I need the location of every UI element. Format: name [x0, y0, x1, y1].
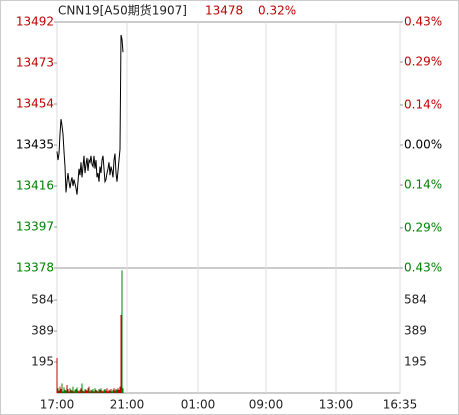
y-tick-label: 584 — [31, 293, 54, 307]
volume-bar — [92, 389, 94, 393]
volume-bar — [79, 389, 81, 393]
y2-tick-label: 0.29% — [404, 220, 442, 234]
volume-bar — [122, 388, 124, 393]
volume-bar — [95, 389, 97, 393]
volume-bar — [59, 386, 61, 393]
y2-tick-label: 0.14% — [404, 178, 442, 192]
x-tick-label: 21:00 — [110, 398, 145, 412]
volume-bar — [88, 386, 90, 393]
volume-bar — [76, 387, 78, 393]
volume-bar — [116, 389, 118, 393]
volume-bar — [72, 386, 74, 393]
volume-bar — [80, 388, 82, 393]
volume-bar — [94, 388, 96, 393]
volume-bar — [58, 390, 60, 393]
volume-bar — [115, 389, 117, 393]
volume-bar — [105, 390, 107, 393]
volume-bar — [98, 389, 100, 393]
volume-bar — [66, 385, 68, 393]
y-tick-label: 389 — [31, 324, 54, 338]
volume-bar — [78, 391, 80, 393]
x-tick-label: 01:00 — [181, 398, 216, 412]
volume-bar — [71, 390, 73, 393]
volume-bar — [89, 391, 91, 393]
x-tick-label: 16:35 — [383, 398, 418, 412]
volume-bar — [90, 389, 92, 393]
volume-bar — [57, 388, 59, 393]
volume-bar — [121, 270, 123, 393]
y-tick-label: 13378 — [16, 261, 54, 275]
price-line — [56, 34, 124, 195]
volume-bar — [101, 390, 103, 393]
volume-bar — [103, 389, 105, 393]
volume-bar — [75, 389, 77, 393]
volume-bar — [60, 389, 62, 393]
y2-tick-label: 0.14% — [404, 97, 442, 111]
volume-bar — [56, 357, 58, 393]
volume-bar — [112, 389, 114, 393]
volume-bar — [113, 388, 115, 393]
y2-tick-label: 584 — [404, 293, 427, 307]
volume-bar — [104, 389, 106, 393]
volume-bar — [77, 390, 79, 393]
y-tick-label: 13435 — [16, 138, 54, 152]
volume-bar — [81, 383, 83, 393]
volume-bar — [100, 388, 102, 393]
y-tick-label: 13492 — [16, 15, 54, 29]
volume-bar — [64, 389, 66, 393]
symbol: CNN19[A50期货1907] — [58, 3, 187, 18]
volume-bar — [96, 390, 98, 393]
volume-bar — [61, 383, 63, 393]
volume-bar — [62, 391, 64, 393]
volume-bar — [119, 386, 121, 393]
change: 0.32% — [258, 4, 296, 18]
volume-bar — [83, 391, 85, 393]
volume-bar — [67, 389, 69, 393]
volume-bar — [117, 388, 119, 393]
volume-bar — [110, 389, 112, 393]
volume-bar — [114, 390, 116, 393]
y-tick-label: 13397 — [16, 220, 54, 234]
volume-bar — [74, 389, 76, 393]
price: 13478 — [205, 4, 243, 18]
volume-bar — [84, 389, 86, 393]
volume-bar — [85, 389, 87, 393]
volume-bar — [73, 391, 75, 393]
y-tick-label: 13416 — [16, 179, 54, 193]
volume-bar — [102, 391, 104, 393]
y2-tick-label: 0.29% — [404, 55, 442, 69]
volume-bar — [69, 388, 71, 393]
volume-bar — [87, 388, 89, 393]
y2-tick-label: 195 — [404, 354, 427, 368]
volume-bar — [63, 387, 65, 393]
volume-bar — [70, 389, 72, 393]
y2-tick-label: 389 — [404, 324, 427, 338]
y2-tick-label: 0.43% — [404, 261, 442, 275]
volume-bar — [118, 389, 120, 393]
y2-tick-label: 0.00% — [404, 138, 442, 152]
volume-bar — [91, 390, 93, 393]
y-tick-label: 195 — [31, 354, 54, 368]
volume-bar — [111, 391, 113, 393]
volume-bar — [109, 390, 111, 393]
x-tick-label: 17:00 — [40, 398, 75, 412]
x-tick-label: 13:00 — [319, 398, 354, 412]
volume-bar — [68, 391, 70, 393]
volume-bar — [97, 391, 99, 393]
volume-bar — [120, 314, 122, 393]
volume-bar — [107, 391, 109, 393]
volume-bar — [86, 390, 88, 393]
volume-bar — [93, 391, 95, 393]
y-tick-label: 13454 — [16, 97, 54, 111]
volume-bar — [65, 390, 67, 393]
x-tick-label: 09:00 — [249, 398, 284, 412]
y-tick-label: 13473 — [16, 56, 54, 70]
volume-bar — [99, 389, 101, 393]
y2-tick-label: 0.43% — [404, 15, 442, 29]
volume-bar — [82, 390, 84, 393]
volume-bar — [106, 388, 108, 393]
volume-bar — [108, 389, 110, 393]
